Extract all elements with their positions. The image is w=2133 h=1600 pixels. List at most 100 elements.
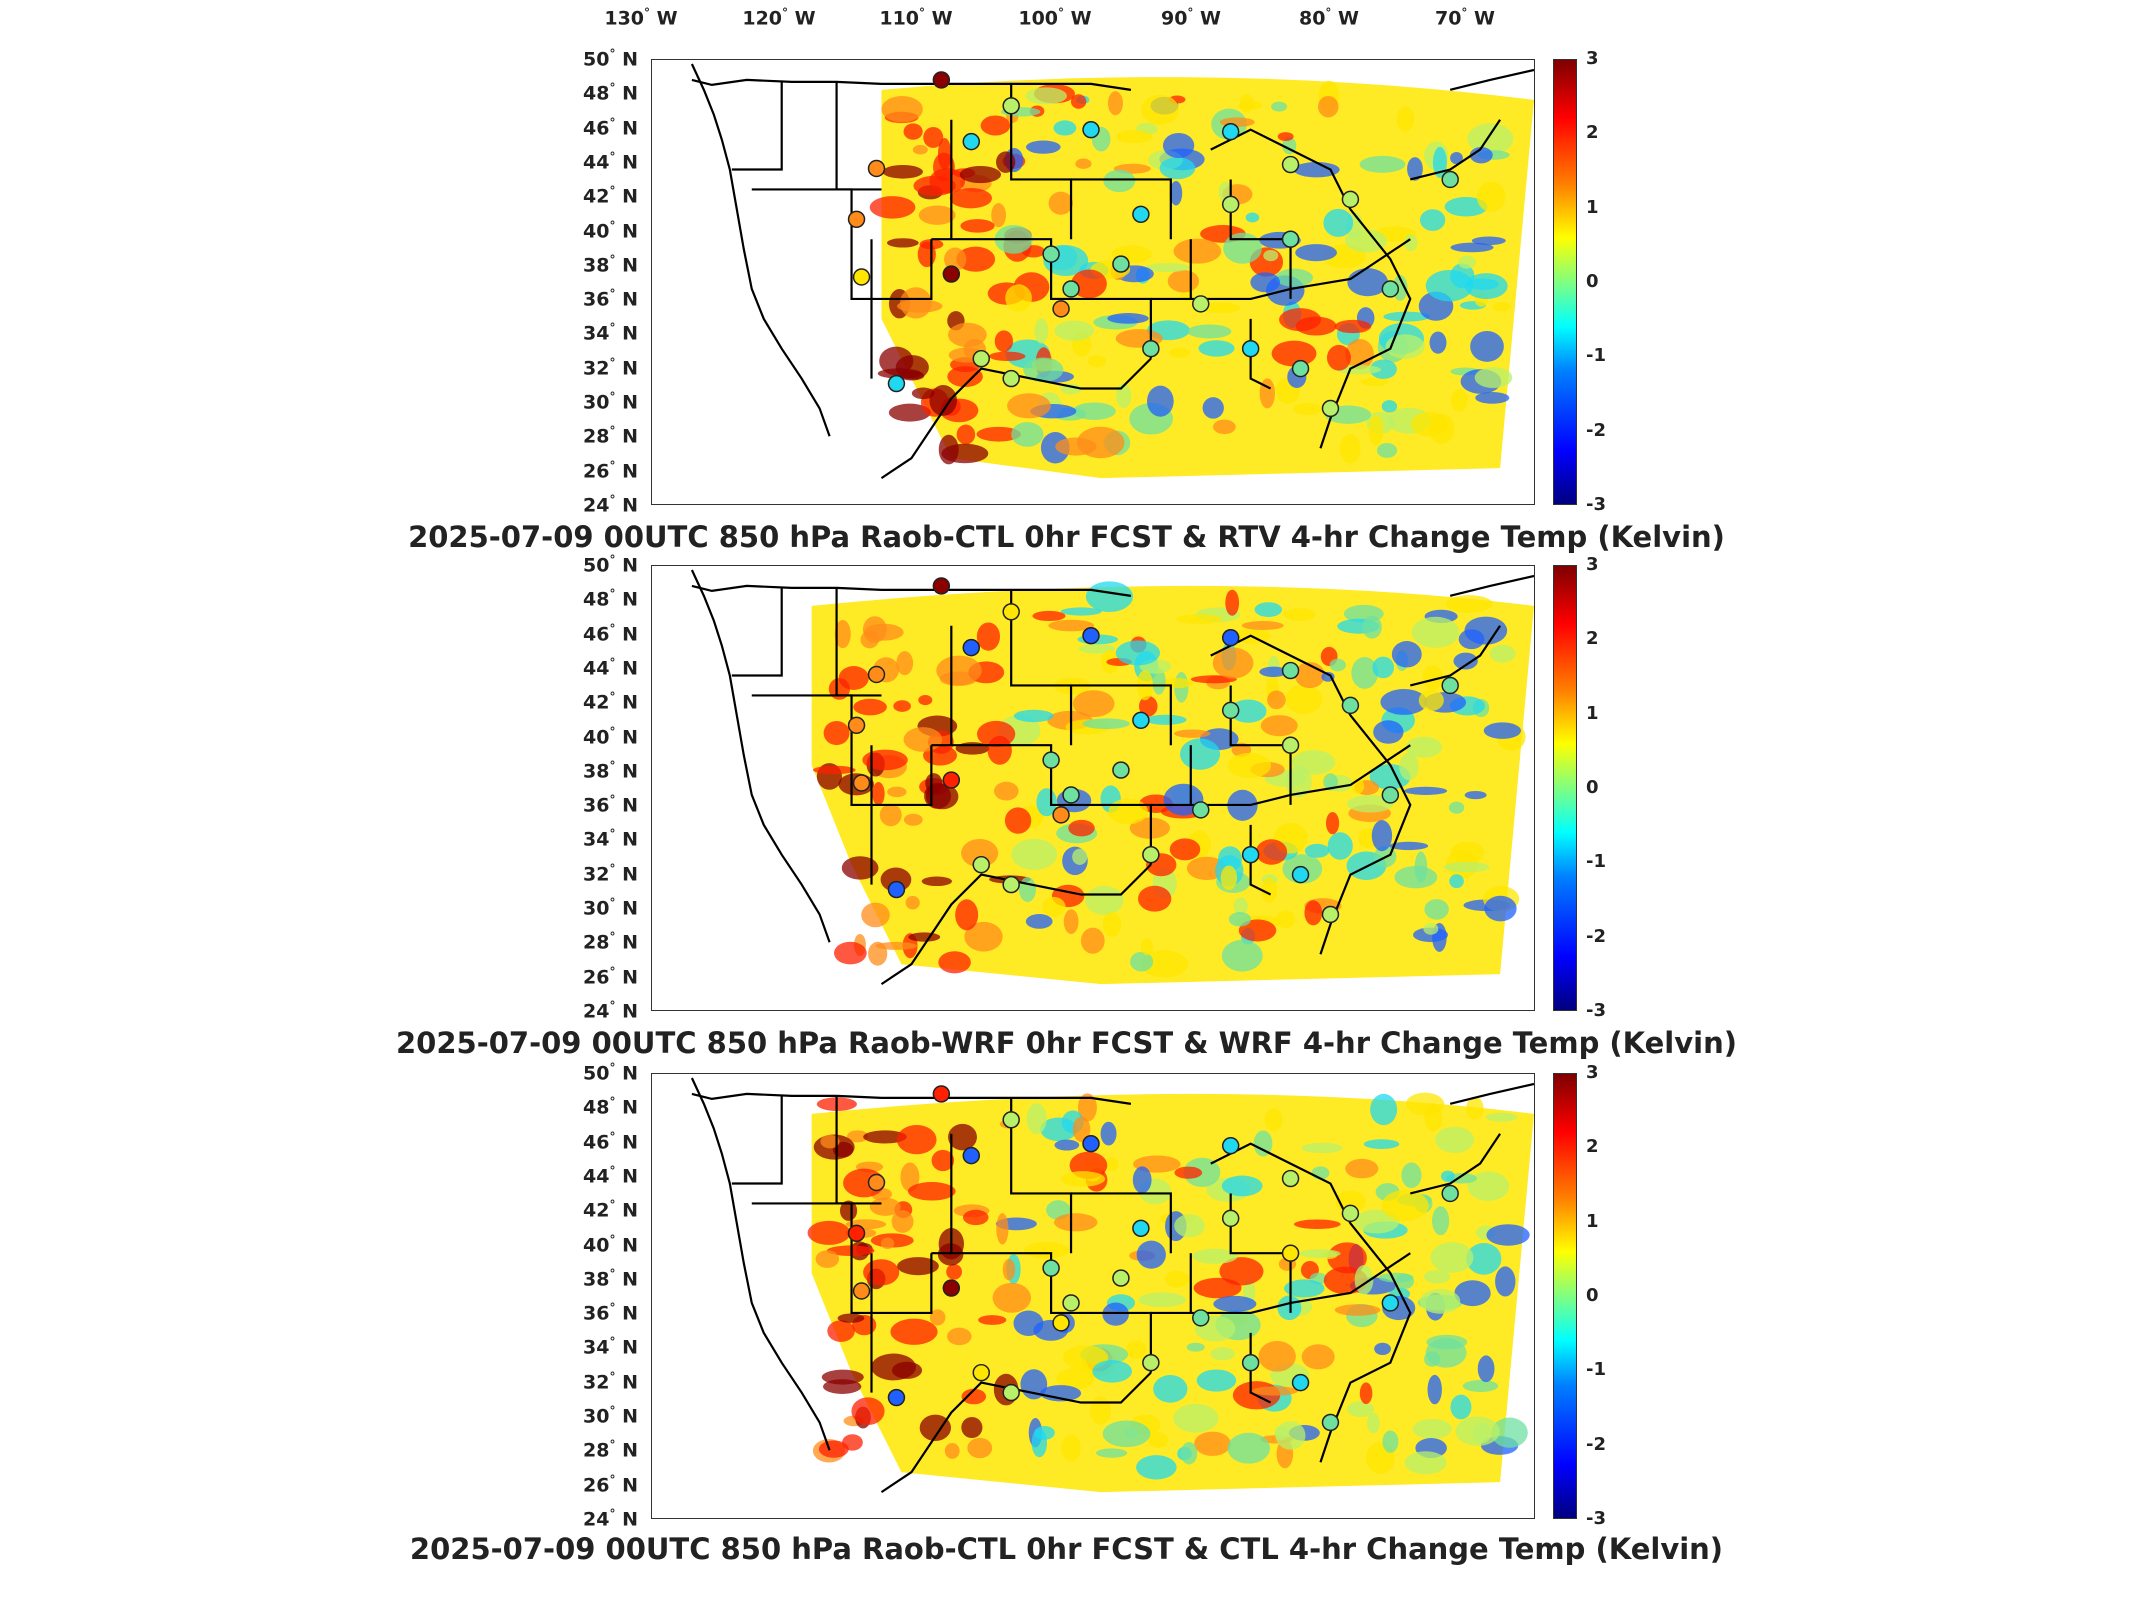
field-patch xyxy=(1376,442,1398,458)
raob-station-marker xyxy=(1062,1294,1080,1312)
field-patch xyxy=(820,1134,840,1149)
field-patch xyxy=(1072,848,1088,865)
field-patch xyxy=(1295,244,1337,262)
field-patch xyxy=(1359,1382,1373,1405)
field-patch xyxy=(896,651,914,676)
field-patch xyxy=(1445,595,1493,613)
field-patch xyxy=(1223,232,1262,264)
northern-border xyxy=(691,1092,882,1101)
field-patch xyxy=(1213,419,1236,435)
field-patch xyxy=(978,1315,1007,1325)
field-patch xyxy=(1085,581,1134,612)
field-patch xyxy=(1327,832,1353,860)
field-patch xyxy=(1068,819,1095,837)
temperature-map xyxy=(690,63,1534,480)
field-patch xyxy=(1212,647,1254,679)
field-patch xyxy=(1346,795,1394,813)
colorbar-tick: 2 xyxy=(1586,1136,1599,1158)
field-patch xyxy=(880,1237,895,1250)
colorbar-tick: -1 xyxy=(1586,851,1606,873)
field-patch xyxy=(956,424,976,445)
field-patch xyxy=(937,1243,964,1266)
field-patch xyxy=(996,151,1016,173)
lon-label-120w: 120° W xyxy=(742,6,816,30)
field-layer xyxy=(811,581,1534,985)
field-patch xyxy=(921,876,953,887)
field-patch xyxy=(1396,106,1415,132)
field-patch xyxy=(1153,1375,1188,1403)
field-patch xyxy=(903,123,923,140)
field-patch xyxy=(1275,268,1314,287)
field-patch xyxy=(1476,181,1506,212)
field-layer xyxy=(807,1092,1534,1493)
field-patch xyxy=(1241,621,1284,631)
field-patch xyxy=(818,1440,849,1458)
field-patch xyxy=(1450,242,1494,253)
field-patch xyxy=(1385,334,1425,359)
field-patch xyxy=(1293,1219,1341,1230)
field-patch xyxy=(1071,269,1107,299)
field-patch xyxy=(1412,1418,1452,1439)
raob-station-marker xyxy=(1132,205,1150,224)
raob-station-marker xyxy=(1381,1294,1400,1312)
field-patch xyxy=(929,1309,946,1326)
field-patch xyxy=(837,1313,865,1323)
field-patch xyxy=(1115,129,1153,144)
raob-station-marker xyxy=(1042,751,1060,769)
field-layer xyxy=(869,77,1534,479)
field-patch xyxy=(1174,729,1211,738)
lat-label-26n: 26° N xyxy=(583,964,638,989)
field-patch xyxy=(1169,180,1183,206)
field-patch xyxy=(1255,839,1288,865)
field-patch xyxy=(1391,641,1422,668)
field-patch xyxy=(991,203,1006,228)
field-patch xyxy=(1080,927,1105,954)
field-patch xyxy=(1371,820,1393,852)
field-patch xyxy=(947,366,983,388)
field-patch xyxy=(1072,1116,1091,1142)
field-patch xyxy=(1292,402,1322,415)
field-patch xyxy=(1473,1423,1492,1444)
raob-station-marker xyxy=(1341,1204,1360,1223)
field-patch xyxy=(1063,1345,1109,1370)
panel-title: 2025-07-09 00UTC 850 hPa Raob-WRF 0hr FC… xyxy=(395,1026,1737,1060)
field-patch xyxy=(869,196,916,219)
raob-station-marker xyxy=(1112,1269,1130,1287)
field-patch xyxy=(1418,689,1444,711)
raob-station-marker xyxy=(867,665,886,684)
raob-station-marker xyxy=(962,132,981,151)
field-patch xyxy=(1144,714,1187,725)
field-patch xyxy=(1486,1224,1530,1246)
field-patch xyxy=(1424,899,1449,920)
field-patch xyxy=(1167,269,1200,293)
field-patch xyxy=(1359,155,1406,173)
field-patch xyxy=(1054,1139,1080,1151)
raob-station-marker xyxy=(1441,170,1459,189)
lat-label-28n: 28° N xyxy=(583,424,638,448)
map-plot-area xyxy=(651,1073,1535,1519)
field-patch xyxy=(833,941,867,965)
lat-label-32n: 32° N xyxy=(583,861,638,886)
field-patch xyxy=(1162,132,1195,159)
field-patch xyxy=(1424,1351,1441,1367)
field-patch xyxy=(1034,1426,1055,1440)
field-patch xyxy=(1145,263,1190,273)
field-patch xyxy=(1229,699,1267,723)
field-patch xyxy=(1389,841,1429,851)
lat-label-44n: 44° N xyxy=(583,655,638,680)
field-patch xyxy=(1285,684,1323,714)
colorbar-tick: 1 xyxy=(1586,1210,1599,1232)
field-patch xyxy=(947,1327,972,1346)
colorbar-tick: -3 xyxy=(1586,1000,1606,1021)
map-plot-area xyxy=(651,565,1535,1011)
raob-station-marker xyxy=(1281,661,1300,680)
colorbar-tick: -2 xyxy=(1586,1433,1606,1455)
raob-station-marker xyxy=(1221,1209,1240,1228)
raob-station-marker xyxy=(1052,806,1070,824)
field-patch xyxy=(944,1442,960,1459)
field-patch xyxy=(1435,1126,1475,1154)
field-patch xyxy=(1092,1360,1133,1383)
field-patch xyxy=(1087,355,1107,368)
field-patch xyxy=(933,152,955,182)
field-patch xyxy=(1023,1242,1070,1259)
